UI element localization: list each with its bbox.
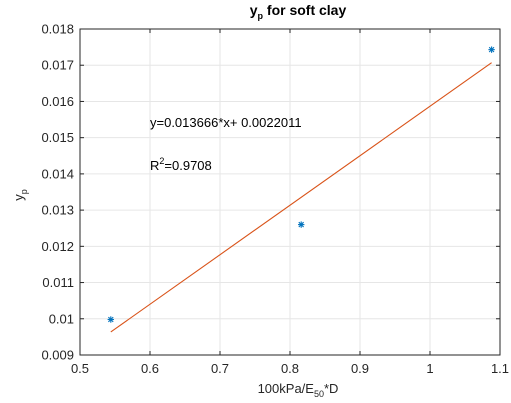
x-tick-label: 0.7: [211, 361, 229, 376]
r-squared-annotation: R2=0.9708: [150, 156, 212, 173]
x-tick-label: 1.1: [491, 361, 509, 376]
y-tick-label: 0.017: [41, 58, 74, 73]
y-tick-label: 0.016: [41, 94, 74, 109]
fit-line: [110, 62, 492, 333]
x-tick-label: 1: [426, 361, 433, 376]
y-tick-label: 0.01: [49, 311, 74, 326]
y-tick-label: 0.015: [41, 130, 74, 145]
data-point: [488, 46, 495, 53]
grid: [79, 28, 501, 356]
fit-line-series: [110, 62, 492, 333]
equation-annotation: y=0.013666*x+ 0.0022011: [150, 115, 302, 130]
data-points-series: [107, 46, 495, 323]
y-tick-label: 0.013: [41, 203, 74, 218]
chart-title: yp for soft clay: [250, 2, 347, 21]
y-axis-label: yp: [11, 189, 29, 201]
data-point: [107, 316, 114, 323]
y-tick-label: 0.014: [41, 166, 74, 181]
x-axis-label: 100kPa/E50*D: [258, 381, 339, 399]
x-tick-label: 0.8: [281, 361, 299, 376]
x-axis-ticks: 0.5 0.6 0.7 0.8 0.9 1 1.1: [71, 29, 509, 376]
x-tick-label: 0.9: [351, 361, 369, 376]
y-tick-label: 0.018: [41, 22, 74, 37]
data-point: [298, 221, 305, 228]
y-tick-label: 0.011: [42, 275, 74, 290]
y-axis-ticks: 0.009 0.01 0.011 0.012 0.013 0.014 0.015 0.016 0…: [41, 22, 500, 363]
x-tick-label: 0.5: [71, 361, 89, 376]
y-tick-label: 0.012: [41, 239, 74, 254]
y-tick-label: 0.009: [41, 348, 74, 363]
x-tick-label: 0.6: [141, 361, 159, 376]
